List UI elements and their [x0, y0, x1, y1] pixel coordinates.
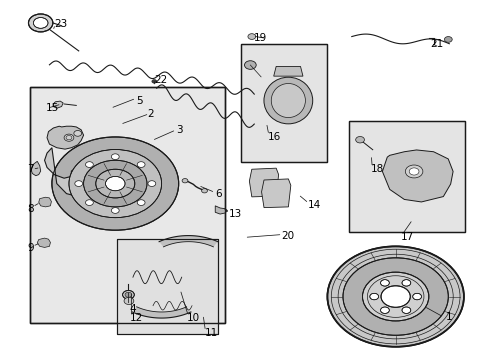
Text: 15: 15: [45, 103, 59, 113]
Ellipse shape: [271, 84, 305, 118]
Text: 11: 11: [204, 328, 217, 338]
Text: 8: 8: [27, 204, 34, 214]
Circle shape: [405, 165, 422, 178]
Circle shape: [362, 272, 428, 321]
Text: 16: 16: [267, 132, 281, 142]
Circle shape: [122, 291, 134, 299]
Polygon shape: [382, 150, 452, 202]
Bar: [348, 121, 465, 232]
Text: 4: 4: [130, 304, 136, 314]
Circle shape: [74, 131, 81, 136]
Bar: [30, 87, 224, 323]
Circle shape: [401, 280, 410, 286]
Text: 20: 20: [281, 231, 294, 240]
Circle shape: [355, 136, 364, 143]
Text: 10: 10: [186, 313, 200, 323]
Circle shape: [75, 181, 82, 186]
Circle shape: [83, 160, 147, 207]
Circle shape: [401, 307, 410, 314]
Polygon shape: [261, 179, 290, 208]
Bar: [348, 121, 465, 232]
Text: 5: 5: [136, 96, 142, 106]
Circle shape: [111, 208, 119, 213]
Circle shape: [137, 200, 145, 206]
Text: 14: 14: [307, 200, 321, 210]
Text: 13: 13: [228, 209, 242, 219]
Text: 18: 18: [370, 164, 384, 174]
Text: 1: 1: [445, 312, 451, 322]
Circle shape: [85, 162, 93, 167]
Circle shape: [201, 189, 207, 193]
Circle shape: [380, 286, 409, 307]
Circle shape: [137, 162, 145, 167]
Circle shape: [33, 18, 48, 28]
Polygon shape: [37, 238, 50, 247]
Polygon shape: [215, 206, 227, 214]
Circle shape: [111, 154, 119, 159]
Polygon shape: [39, 197, 51, 207]
Circle shape: [408, 168, 418, 175]
Polygon shape: [159, 235, 217, 247]
Polygon shape: [249, 168, 278, 197]
Circle shape: [380, 280, 388, 286]
Circle shape: [69, 149, 161, 218]
Circle shape: [124, 297, 134, 305]
Polygon shape: [53, 101, 63, 108]
Bar: [30, 87, 224, 323]
Text: 19: 19: [254, 33, 267, 43]
Polygon shape: [132, 307, 190, 318]
Circle shape: [444, 37, 451, 42]
Bar: [240, 44, 327, 162]
Polygon shape: [273, 67, 303, 76]
Circle shape: [152, 80, 157, 83]
Polygon shape: [47, 126, 83, 149]
Circle shape: [148, 181, 156, 186]
Circle shape: [327, 246, 463, 347]
Polygon shape: [44, 148, 154, 198]
Text: 9: 9: [27, 243, 34, 253]
Circle shape: [96, 169, 135, 198]
Circle shape: [182, 179, 187, 183]
Text: 21: 21: [429, 39, 442, 49]
Text: 7: 7: [27, 164, 34, 174]
Circle shape: [105, 176, 125, 191]
Text: 6: 6: [215, 189, 222, 199]
Circle shape: [28, 14, 53, 32]
Circle shape: [380, 307, 388, 314]
Text: 17: 17: [400, 232, 413, 242]
Ellipse shape: [264, 77, 312, 124]
Circle shape: [369, 293, 378, 300]
Text: 2: 2: [147, 109, 153, 119]
Circle shape: [244, 61, 256, 69]
Circle shape: [64, 134, 74, 141]
Text: 22: 22: [154, 75, 167, 85]
Circle shape: [52, 137, 178, 230]
Circle shape: [85, 200, 93, 206]
Text: 3: 3: [176, 125, 183, 135]
Circle shape: [342, 258, 447, 335]
Circle shape: [412, 293, 421, 300]
Circle shape: [247, 34, 255, 40]
Bar: [117, 239, 218, 334]
Text: 23: 23: [54, 19, 67, 29]
Bar: [240, 44, 327, 162]
Text: 12: 12: [130, 313, 143, 323]
Bar: [117, 239, 218, 334]
Circle shape: [125, 292, 132, 297]
Polygon shape: [31, 161, 41, 176]
